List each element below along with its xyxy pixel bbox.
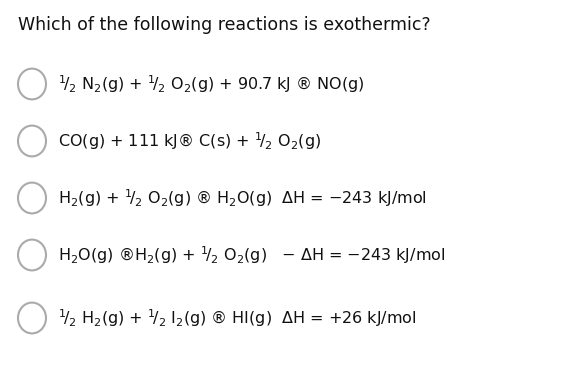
- Text: H$_2$(g) + $^1\!/_2$ O$_2$(g) ® H$_2$O(g)  ΔH = −243 kJ/mol: H$_2$(g) + $^1\!/_2$ O$_2$(g) ® H$_2$O(g…: [58, 187, 427, 209]
- Text: $^1\!/_2$ H$_2$(g) + $^1\!/_2$ I$_2$(g) ® HI(g)  ΔH = +26 kJ/mol: $^1\!/_2$ H$_2$(g) + $^1\!/_2$ I$_2$(g) …: [58, 307, 417, 329]
- Text: H$_2$O(g) ®H$_2$(g) + $^1\!/_2$ O$_2$(g)   − ΔH = −243 kJ/mol: H$_2$O(g) ®H$_2$(g) + $^1\!/_2$ O$_2$(g)…: [58, 244, 446, 266]
- Text: Which of the following reactions is exothermic?: Which of the following reactions is exot…: [18, 16, 430, 34]
- Text: $^1\!/_2$ N$_2$(g) + $^1\!/_2$ O$_2$(g) + 90.7 kJ ® NO(g): $^1\!/_2$ N$_2$(g) + $^1\!/_2$ O$_2$(g) …: [58, 73, 365, 95]
- Text: CO(g) + 111 kJ® C(s) + $^1\!/_2$ O$_2$(g): CO(g) + 111 kJ® C(s) + $^1\!/_2$ O$_2$(g…: [58, 130, 321, 152]
